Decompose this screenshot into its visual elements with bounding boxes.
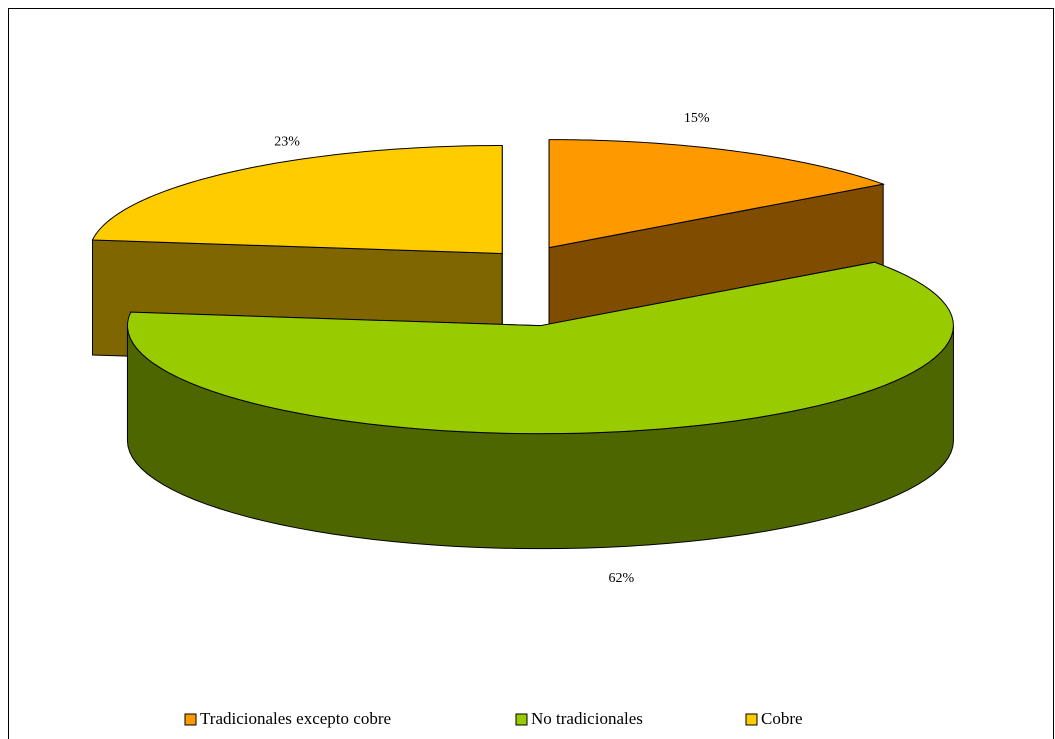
- slice: [126, 261, 954, 550]
- legend-swatch: [184, 713, 197, 726]
- data-label: 23%: [274, 135, 300, 150]
- legend-label: Cobre: [761, 709, 803, 728]
- slice: [127, 261, 954, 435]
- slice: [91, 144, 503, 255]
- legend-label: No tradicionales: [531, 709, 643, 728]
- legend-swatch: [745, 713, 758, 726]
- legend-swatch: [515, 713, 528, 726]
- slice: [548, 139, 886, 249]
- legend-label: Tradicionales excepto cobre: [200, 709, 391, 728]
- data-label: 15%: [684, 111, 710, 126]
- data-label: 62%: [608, 571, 634, 586]
